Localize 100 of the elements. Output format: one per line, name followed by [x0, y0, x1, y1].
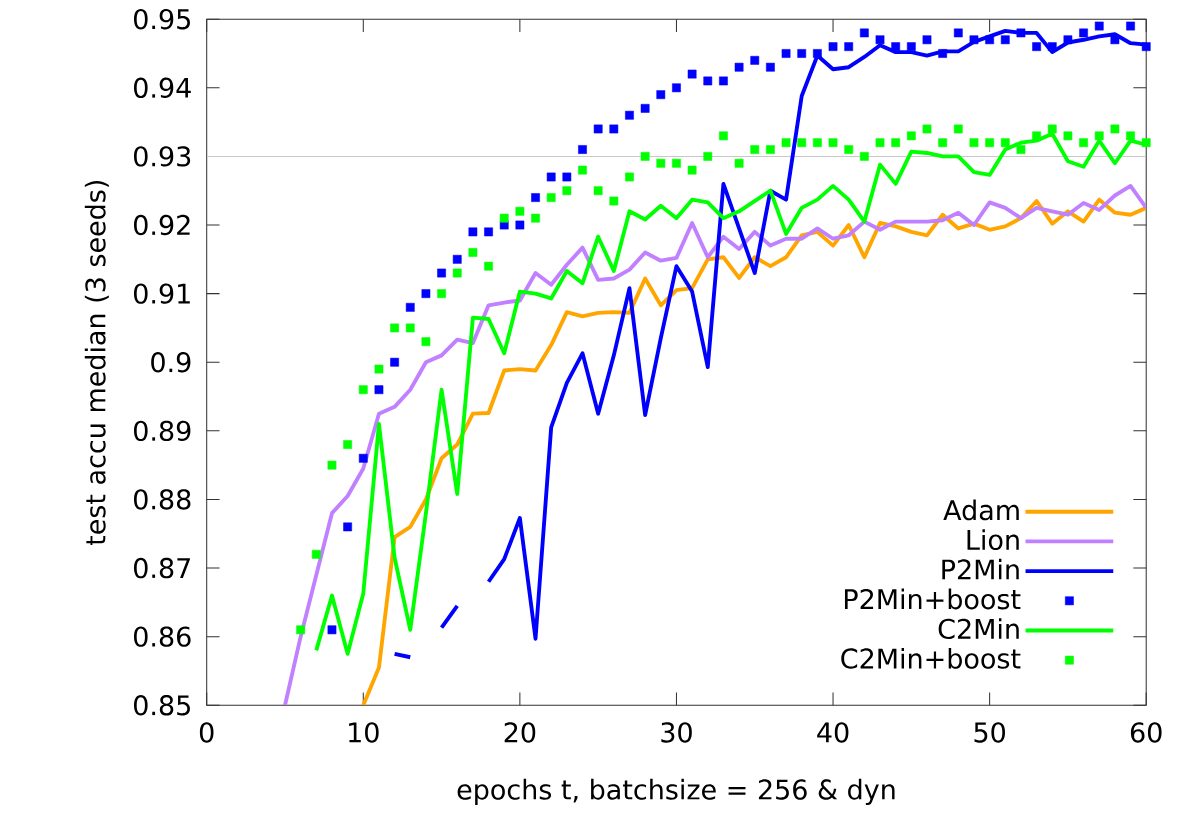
point: [343, 522, 352, 532]
point: [828, 42, 838, 52]
point: [531, 193, 540, 202]
point: [311, 549, 321, 559]
point: [343, 440, 352, 449]
point: [578, 165, 587, 175]
y-tick-label: 0.93: [134, 146, 191, 167]
point: [906, 131, 916, 141]
point: [1000, 138, 1010, 148]
point: [1126, 21, 1135, 31]
point: [609, 196, 619, 206]
point: [734, 62, 744, 72]
point: [437, 289, 446, 299]
point: [656, 158, 666, 168]
x-axis-title: epochs t, batchsize = 256 & dyn: [457, 778, 895, 805]
point: [327, 460, 337, 470]
point: [922, 35, 932, 45]
y-tick-label: 0.94: [134, 77, 191, 99]
y-tick-label: 0.85: [134, 695, 190, 716]
x-tick-label: 60: [1130, 722, 1162, 743]
point: [797, 138, 807, 148]
point: [546, 193, 556, 202]
point: [1110, 35, 1120, 45]
point: [719, 131, 728, 141]
point: [1079, 28, 1088, 38]
point: [405, 323, 415, 333]
point: [719, 76, 728, 86]
point: [656, 90, 666, 100]
legend-label: C2Min: [938, 618, 1019, 640]
point: [969, 138, 979, 148]
point: [672, 158, 681, 168]
point: [546, 172, 556, 182]
point: [374, 364, 384, 374]
point: [374, 385, 384, 395]
point: [813, 49, 822, 58]
point: [859, 28, 869, 38]
point: [766, 145, 775, 154]
point: [1032, 42, 1041, 52]
point: [703, 76, 713, 86]
point: [750, 56, 760, 65]
point: [922, 124, 932, 134]
point: [515, 206, 525, 216]
point: [703, 152, 713, 161]
x-tick-label: 10: [349, 722, 379, 743]
point: [499, 213, 509, 223]
point: [938, 49, 948, 58]
y-tick-label: 0.86: [134, 626, 191, 647]
point: [562, 186, 572, 196]
point: [609, 124, 619, 134]
point: [452, 268, 462, 278]
point: [734, 158, 744, 168]
point: [484, 227, 493, 237]
point: [593, 186, 603, 196]
point: [421, 289, 431, 299]
point: [859, 152, 869, 161]
point: [891, 138, 901, 148]
point: [953, 28, 963, 38]
point: [578, 145, 587, 154]
y-tick-label: 0.89: [134, 420, 191, 442]
point: [781, 138, 791, 148]
point: [1094, 21, 1104, 31]
point: [1047, 124, 1057, 134]
point: [672, 83, 681, 93]
y-tick-label: 0.87: [134, 557, 190, 579]
point: [687, 165, 697, 175]
point: [750, 145, 760, 154]
point: [296, 625, 306, 635]
point: [405, 302, 415, 312]
y-tick-label: 0.92: [134, 214, 190, 236]
y-tick-label: 0.95: [134, 9, 190, 30]
point: [1141, 138, 1151, 148]
point: [1079, 138, 1088, 148]
legend-label: Adam: [943, 499, 1019, 521]
point: [468, 227, 478, 237]
point: [1110, 124, 1120, 134]
point: [844, 145, 854, 154]
point: [640, 104, 650, 113]
point: [358, 385, 368, 395]
point: [953, 124, 963, 134]
point: [531, 213, 540, 223]
y-axis-title: test accu median (3 seeds): [84, 180, 109, 546]
point: [593, 124, 603, 134]
x-tick-label: 30: [661, 722, 692, 743]
point: [1063, 131, 1073, 141]
point: [875, 138, 885, 148]
x-tick-label: 20: [504, 722, 536, 743]
point: [985, 35, 994, 45]
x-tick-label: 50: [974, 722, 1005, 743]
y-tick-label: 0.9: [151, 352, 191, 373]
point: [687, 69, 697, 79]
point: [358, 453, 368, 463]
point: [969, 35, 979, 45]
point: [625, 110, 634, 120]
legend-label: Lion: [967, 529, 1019, 551]
point: [1047, 42, 1057, 52]
point: [327, 625, 337, 635]
point: [844, 42, 854, 52]
point: [1032, 131, 1041, 141]
point: [1141, 42, 1151, 52]
point: [828, 138, 838, 148]
